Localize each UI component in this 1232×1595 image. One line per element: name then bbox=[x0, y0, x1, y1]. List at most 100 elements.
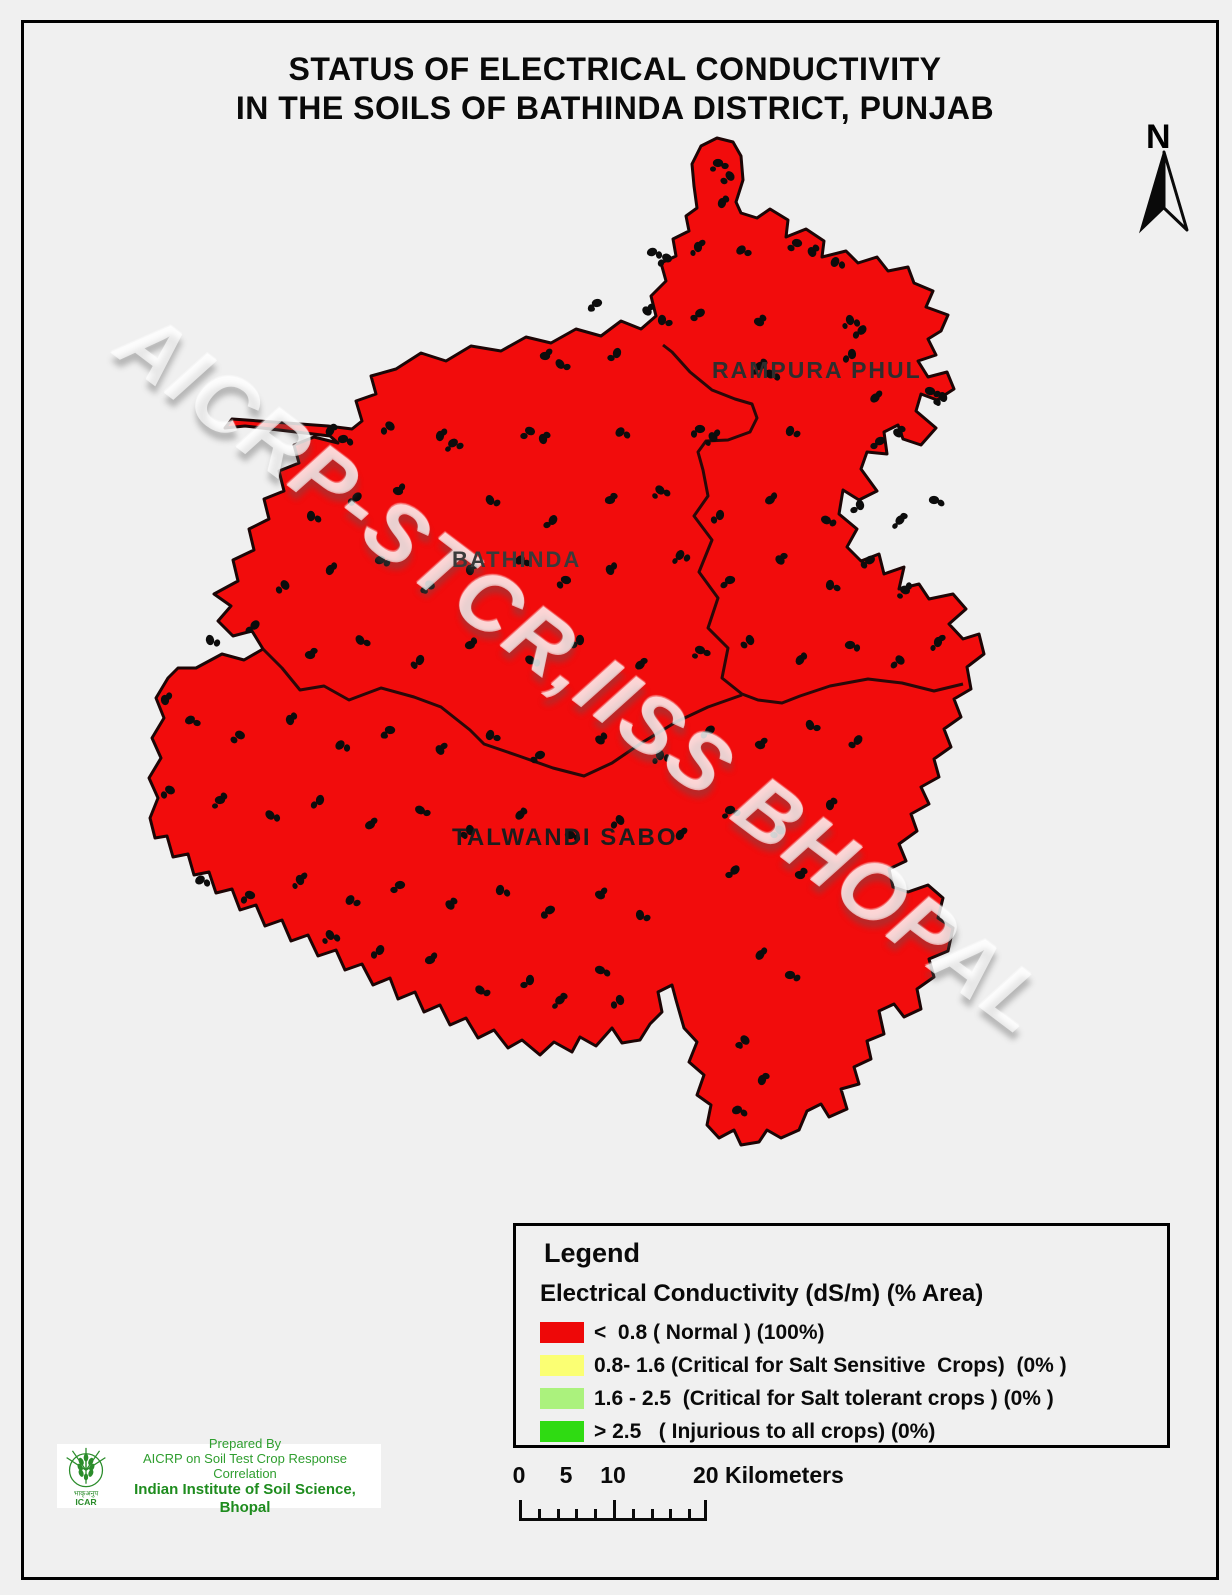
sample-point bbox=[470, 637, 478, 645]
scale-bar-tick bbox=[631, 1509, 635, 1518]
sample-point bbox=[520, 807, 528, 815]
sample-point bbox=[860, 561, 868, 569]
sample-point bbox=[292, 883, 298, 889]
sample-point bbox=[493, 499, 501, 507]
sample-point bbox=[665, 319, 673, 327]
sample-point bbox=[483, 989, 491, 997]
sample-point bbox=[937, 499, 945, 507]
scale-bar-labels: 0 5 10 20 Kilometers bbox=[513, 1462, 979, 1490]
scale-bar-label: 20 Kilometers bbox=[693, 1462, 844, 1488]
sample-point bbox=[813, 724, 821, 732]
sample-point bbox=[470, 562, 478, 570]
scale-bar-tick bbox=[704, 1500, 707, 1518]
sample-point bbox=[273, 814, 281, 822]
sample-point bbox=[520, 981, 528, 989]
sample-point bbox=[725, 171, 735, 181]
legend-item-1: 0.8- 1.6 (Critical for Salt Sensitive Cr… bbox=[540, 1349, 1140, 1382]
sample-point bbox=[240, 896, 248, 904]
sample-point bbox=[314, 515, 322, 523]
sample-point bbox=[493, 734, 501, 742]
region-label-talwandi-sabo: TALWANDI SABO bbox=[452, 824, 678, 851]
credit-prepared-by: Prepared By bbox=[208, 1435, 282, 1451]
sample-point bbox=[930, 645, 936, 651]
sample-point bbox=[422, 588, 428, 594]
credit-box: भाकृअनुप ICAR Prepared By AICRP on Soil … bbox=[57, 1436, 381, 1516]
sample-point bbox=[924, 386, 936, 396]
sample-point bbox=[265, 810, 275, 820]
sample-point bbox=[775, 825, 785, 835]
sample-point bbox=[765, 369, 775, 379]
sample-point bbox=[737, 1043, 743, 1049]
sample-point bbox=[543, 431, 551, 439]
sample-point bbox=[787, 244, 795, 252]
sample-point bbox=[412, 663, 418, 669]
scale-bar-tick bbox=[537, 1509, 541, 1518]
legend-swatch bbox=[540, 1355, 584, 1376]
sample-point bbox=[760, 737, 768, 745]
scale-bar-tick bbox=[594, 1509, 598, 1518]
sample-point bbox=[720, 581, 728, 589]
sample-point bbox=[744, 249, 752, 257]
sample-point bbox=[560, 992, 568, 1000]
sample-point bbox=[322, 938, 328, 944]
sample-point bbox=[695, 308, 705, 318]
sample-point bbox=[900, 512, 908, 520]
sample-point bbox=[330, 562, 338, 570]
sample-point bbox=[363, 639, 371, 647]
sample-point bbox=[647, 303, 655, 311]
sample-point bbox=[680, 827, 688, 835]
sample-point bbox=[193, 719, 201, 727]
legend-item-label: 1.6 - 2.5 (Critical for Salt tolerant cr… bbox=[594, 1386, 1054, 1410]
legend-item-label: < 0.8 ( Normal ) (100%) bbox=[594, 1320, 825, 1344]
sample-point bbox=[692, 653, 698, 659]
legend-swatch bbox=[540, 1388, 584, 1409]
sample-point bbox=[306, 510, 316, 522]
north-label: N bbox=[1146, 118, 1171, 156]
sample-point bbox=[534, 750, 546, 760]
sample-point bbox=[415, 805, 425, 815]
sample-point bbox=[610, 562, 618, 570]
sample-point bbox=[352, 492, 362, 502]
legend-subheading: Electrical Conductivity (dS/m) (% Area) bbox=[540, 1280, 984, 1307]
sample-point bbox=[612, 347, 622, 359]
legend-swatch bbox=[540, 1322, 584, 1343]
sample-point bbox=[563, 363, 571, 371]
sample-point bbox=[315, 794, 325, 806]
sample-point bbox=[615, 427, 625, 437]
sample-point bbox=[892, 523, 898, 529]
sample-point bbox=[523, 559, 531, 567]
sample-point bbox=[349, 500, 355, 506]
sample-point bbox=[635, 909, 645, 921]
sample-point bbox=[847, 348, 857, 360]
sample-point bbox=[600, 732, 608, 740]
scale-bar-label: 0 bbox=[512, 1462, 526, 1488]
sample-point bbox=[752, 369, 758, 375]
sample-point bbox=[375, 944, 385, 956]
sample-point bbox=[245, 626, 253, 634]
sample-point bbox=[250, 620, 260, 630]
sample-point bbox=[450, 897, 458, 905]
map-frame-border bbox=[21, 20, 1219, 1580]
sample-point bbox=[710, 166, 716, 172]
sample-point bbox=[928, 495, 940, 505]
sample-point bbox=[213, 639, 221, 647]
legend-item-0: < 0.8 ( Normal ) (100%) bbox=[540, 1316, 1140, 1349]
sample-point bbox=[335, 740, 345, 750]
sample-point bbox=[672, 558, 678, 564]
legend-item-3: > 2.5 ( Injurious to all crops) (0%) bbox=[540, 1415, 1140, 1448]
sample-point bbox=[829, 519, 837, 527]
sample-point bbox=[355, 635, 365, 645]
sample-point bbox=[657, 259, 665, 267]
sample-point bbox=[712, 158, 724, 168]
legend-rows: < 0.8 ( Normal ) (100%) 0.8- 1.6 (Critica… bbox=[540, 1316, 1140, 1448]
sample-point bbox=[730, 865, 740, 875]
sample-point bbox=[383, 559, 391, 567]
sample-point bbox=[853, 735, 863, 745]
sample-point bbox=[370, 817, 378, 825]
sample-point bbox=[722, 813, 728, 819]
sample-point bbox=[736, 245, 746, 255]
sample-point bbox=[503, 889, 511, 897]
sample-point bbox=[330, 423, 338, 431]
sample-point bbox=[724, 805, 736, 815]
sample-point bbox=[610, 821, 618, 829]
